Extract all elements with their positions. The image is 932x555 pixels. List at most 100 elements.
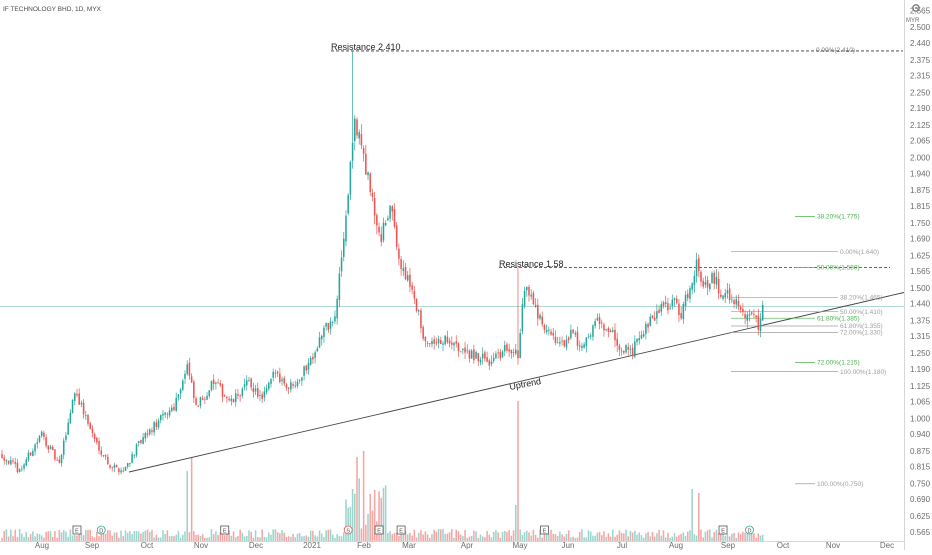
volume-bar [369, 494, 372, 541]
candle-body [526, 286, 528, 291]
volume-bar [237, 535, 239, 541]
resistance-2410-label: Resistance 2.410 [331, 42, 401, 52]
x-tick-label: Sep [721, 541, 736, 550]
candle-body [365, 153, 367, 175]
volume-bar [65, 531, 67, 541]
volume-bar [700, 529, 702, 541]
candle-body [603, 324, 605, 331]
volume-bar [257, 537, 259, 541]
candle-body [464, 347, 466, 353]
volume-bar [113, 532, 116, 541]
candle-body [270, 379, 272, 384]
candle-body [532, 292, 535, 305]
volume-bar [272, 529, 274, 541]
candle-body [395, 225, 398, 247]
candle-body [554, 336, 557, 343]
candle-body [623, 350, 625, 353]
y-tick-label: 1.250 [910, 349, 931, 358]
candle-body [67, 422, 69, 435]
candle-body [151, 430, 153, 432]
candle-body [193, 381, 195, 399]
volume-bar [232, 531, 235, 541]
candle-body [510, 350, 513, 354]
candle-body [664, 302, 667, 304]
volume-bar [402, 529, 405, 541]
fib-level-label: 61.80%(1.355) [840, 323, 883, 330]
candle-body [556, 342, 559, 344]
candles-layer [1, 50, 764, 476]
volume-bar [1, 537, 3, 541]
volume-bar [47, 531, 50, 541]
volume-bar [642, 537, 645, 541]
volume-bar [290, 536, 292, 541]
candle-body [369, 173, 372, 193]
volume-bar [686, 531, 689, 541]
candle-body [274, 373, 277, 374]
candle-body [118, 468, 120, 473]
candle-body [631, 347, 634, 357]
candle-body [65, 435, 67, 440]
candle-body [702, 280, 704, 287]
candle-body [316, 348, 319, 352]
volume-bar [653, 536, 656, 541]
candle-body [647, 323, 649, 328]
candle-body [700, 271, 702, 282]
candle-body [468, 350, 471, 359]
fib-level-label: 100.00%(0.750) [817, 481, 863, 488]
candle-body [190, 376, 193, 383]
x-tick-label: Aug [35, 541, 49, 550]
volume-bar [541, 537, 543, 541]
candle-body [735, 299, 738, 305]
candle-body [433, 339, 435, 344]
volume-bar [658, 529, 660, 541]
volume-bar [704, 531, 707, 541]
candle-body [492, 357, 495, 362]
volume-bar [331, 534, 334, 541]
volume-bar [329, 529, 332, 541]
candle-body [667, 303, 669, 311]
volume-bar [728, 536, 731, 541]
volume-bar [245, 535, 248, 541]
volume-bar [14, 529, 17, 541]
candle-body [98, 440, 100, 451]
volume-bar [87, 529, 89, 541]
volume-bar [155, 534, 158, 541]
candle-body [733, 300, 735, 304]
volume-bar [484, 537, 486, 541]
candle-body [104, 455, 107, 457]
candle-body [501, 351, 504, 357]
gear-icon[interactable] [912, 4, 920, 12]
volume-bar [144, 530, 147, 541]
candle-body [25, 459, 28, 466]
volume-bar [398, 535, 400, 541]
candle-body [312, 356, 314, 360]
y-tick-label: 2.125 [910, 121, 931, 130]
y-tick-label: 2.000 [910, 154, 931, 163]
volume-bar [691, 489, 693, 541]
volume-bar [254, 530, 257, 541]
volume-bar [248, 530, 250, 541]
candle-body [578, 345, 581, 347]
volume-bar [623, 533, 625, 541]
volume-bar [34, 536, 36, 541]
x-tick-label: Oct [141, 541, 154, 550]
y-tick-label: 0.875 [910, 447, 931, 456]
candle-body [548, 329, 550, 331]
volume-bar [585, 537, 588, 541]
candle-body [543, 325, 546, 330]
volume-bar [466, 537, 469, 541]
candle-body [753, 314, 755, 316]
volume-bar [662, 530, 665, 541]
candle-body [228, 398, 230, 401]
candle-body [748, 314, 751, 316]
candle-body [656, 311, 658, 319]
volume-bar [609, 536, 612, 541]
candle-body [380, 234, 383, 243]
volume-bar [281, 530, 283, 541]
candle-body [157, 420, 160, 428]
candle-body [32, 451, 34, 457]
candle-body [684, 294, 687, 307]
